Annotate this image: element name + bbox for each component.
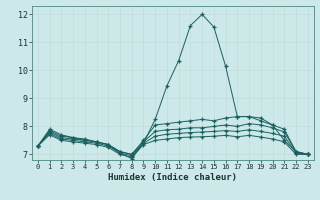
X-axis label: Humidex (Indice chaleur): Humidex (Indice chaleur): [108, 173, 237, 182]
